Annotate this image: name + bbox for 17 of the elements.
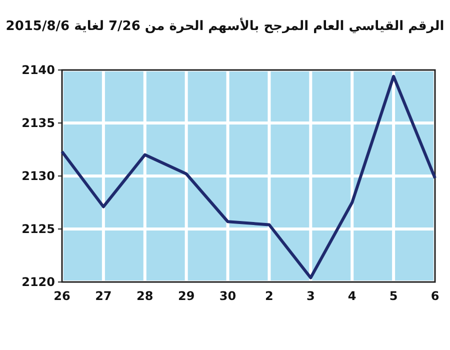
chart-title: الرقم القياسي العام المرجح بالأسهم الحرة من 7/26 لغاية 2015/8/6	[6, 17, 444, 34]
x-tick-label: 27	[95, 289, 112, 303]
y-tick-label: 2140	[22, 63, 55, 77]
y-tick-label: 2125	[22, 222, 55, 236]
x-tick-label: 29	[178, 289, 195, 303]
x-tick-label: 30	[219, 289, 236, 303]
x-tick-label: 3	[306, 289, 315, 303]
x-tick-label: 26	[54, 289, 70, 303]
line-series	[60, 74, 436, 280]
x-tick-label: 5	[389, 289, 398, 303]
x-tick-label: 6	[430, 289, 440, 303]
y-tick-label: 2120	[22, 275, 55, 289]
x-tick-label: 28	[136, 289, 154, 303]
x-tick-label: 4	[348, 289, 356, 303]
x-tick-label: 2	[265, 289, 274, 303]
y-tick-label: 2130	[22, 169, 55, 183]
y-tick-label: 2135	[22, 116, 55, 130]
